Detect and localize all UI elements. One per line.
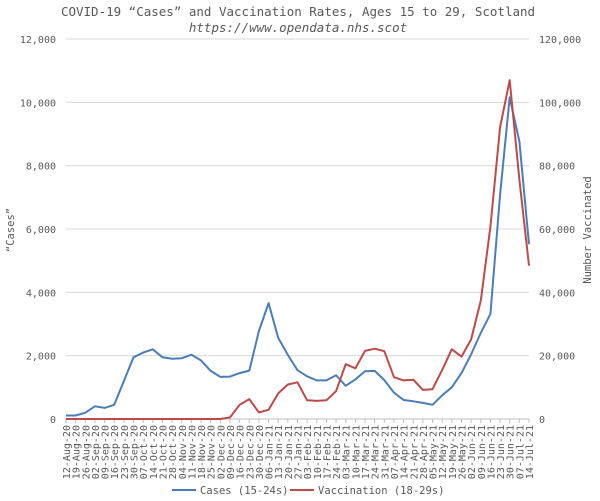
y-right-tick-label: 120,000 [539,35,581,46]
x-tick-label: 28-Apr-21 [419,425,430,479]
x-tick-label: 03-Mar-21 [342,425,353,479]
x-tick-label: 17-Feb-21 [322,425,333,479]
y-left-tick-label: 2,000 [26,352,56,363]
y-right-tick-label: 40,000 [539,288,575,299]
x-tick-label: 23-Sep-20 [120,425,131,479]
x-tick-label: 31-Mar-21 [380,425,391,479]
y-right-tick-label: 20,000 [539,352,575,363]
x-tick-label: 30-Sep-20 [130,425,141,479]
left-axis-ticks: 0 2,000 4,000 6,000 8,000 10,000 12,000 [20,35,56,426]
y-left-tick-label: 12,000 [20,35,56,46]
x-tick-label: 13-Jan-21 [274,425,285,479]
x-tick-label: 23-Jun-21 [496,425,507,479]
x-tick-label: 06-Jan-21 [265,425,276,479]
y-left-tick-label: 8,000 [26,162,56,173]
series-line-cases [66,96,530,417]
x-tick-label: 07-Apr-21 [390,425,401,479]
gridlines [66,38,529,420]
x-axis-ticks: 12-Aug-2019-Aug-2026-Aug-2002-Sep-2009-S… [62,419,536,479]
x-tick-label: 23-Dec-20 [245,425,256,479]
x-tick-label: 30-Dec-20 [255,425,266,479]
y-left-tick-label: 10,000 [20,98,56,109]
x-tick-label: 24-Mar-21 [371,425,382,479]
x-tick-label: 25-Nov-20 [207,425,218,479]
x-tick-label: 18-Nov-20 [197,425,208,479]
x-tick-label: 26-May-21 [457,425,468,479]
x-tick-label: 11-Nov-20 [187,425,198,479]
x-tick-label: 04-Nov-20 [178,425,189,479]
series-lines [66,79,530,420]
x-tick-label: 20-Jan-21 [284,425,295,479]
x-tick-label: 12-Aug-20 [62,425,73,479]
x-tick-label: 07-Jul-21 [515,425,526,479]
y-axis-left-label: “Cases” [5,208,17,252]
x-tick-label: 02-Dec-20 [216,425,227,479]
x-tick-label: 21-Oct-20 [158,425,169,479]
x-tick-label: 10-Feb-21 [313,425,324,479]
x-tick-label: 09-Sep-20 [101,425,112,479]
y-left-tick-label: 4,000 [26,288,56,299]
x-tick-label: 09-Dec-20 [226,425,237,479]
y-right-tick-label: 100,000 [539,98,581,109]
legend: Cases (15-24s) Vaccination (18-29s) [172,485,444,497]
x-tick-label: 14-Oct-20 [149,425,160,479]
x-tick-label: 19-Aug-20 [72,425,83,479]
y-right-tick-label: 60,000 [539,225,575,236]
legend-label-cases: Cases (15-24s) [200,485,289,497]
y-left-tick-label: 0 [50,415,56,426]
x-tick-label: 02-Sep-20 [91,425,102,479]
x-tick-label: 14-Apr-21 [400,425,411,479]
legend-label-vaccination: Vaccination (18-29s) [318,485,444,497]
x-tick-label: 17-Mar-21 [361,425,372,479]
right-axis-ticks: 0 20,000 40,000 60,000 80,000 100,000 120,000 [539,35,581,426]
x-tick-label: 19-May-21 [448,425,459,479]
x-tick-label: 30-Jun-21 [506,425,517,479]
y-left-tick-label: 6,000 [26,225,56,236]
x-tick-label: 14-Jul-21 [525,425,536,479]
x-tick-label: 28-Oct-20 [168,425,179,479]
x-tick-label: 27-Jan-21 [294,425,305,479]
x-tick-label: 16-Sep-20 [110,425,121,479]
x-tick-label: 26-Aug-20 [81,425,92,479]
chart-subtitle: https://www.opendata.nhs.scot [189,20,407,35]
x-tick-label: 07-Oct-20 [139,425,150,479]
x-tick-label: 10-Mar-21 [351,425,362,479]
x-tick-label: 16-Dec-20 [236,425,247,479]
x-tick-label: 16-Jun-21 [486,425,497,479]
series-line-vaccination [66,79,530,420]
y-right-tick-label: 80,000 [539,162,575,173]
x-tick-label: 24-Feb-21 [332,425,343,479]
x-tick-label: 03-Feb-21 [303,425,314,479]
y-right-tick-label: 0 [539,415,545,426]
chart-title: COVID-19 “Cases” and Vaccination Rates, … [61,4,535,19]
x-tick-label: 21-Apr-21 [409,425,420,479]
x-tick-label: 09-Jun-21 [477,425,488,479]
x-tick-label: 05-May-21 [429,425,440,479]
y-axis-right-label: Number Vaccinated [582,176,594,283]
x-tick-label: 12-May-21 [438,425,449,479]
x-tick-label: 02-Jun-21 [467,425,478,479]
